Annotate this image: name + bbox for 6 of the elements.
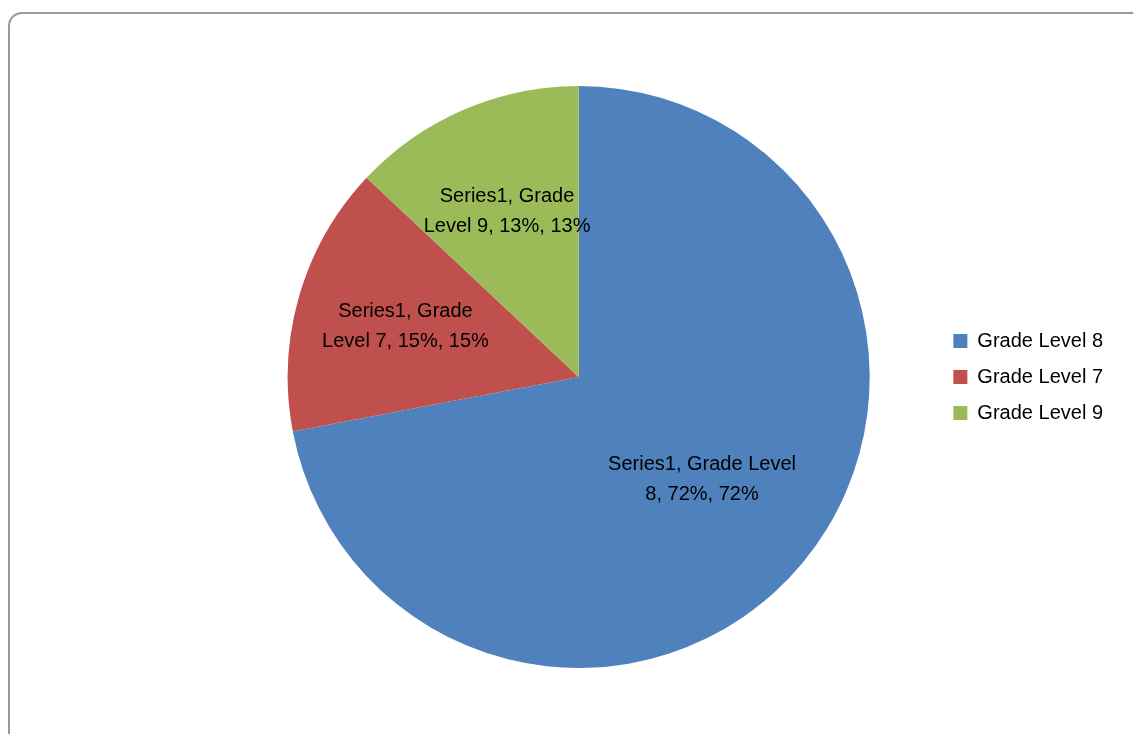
legend-label: Grade Level 8 (977, 328, 1104, 351)
legend-label: Grade Level 7 (977, 364, 1104, 387)
data-label: Series1, Grade Level 9, 13%, 13% (423, 183, 591, 236)
legend-label: Grade Level 9 (977, 400, 1104, 423)
data-label: Series1, Grade Level 7, 15%, 15% (322, 299, 490, 352)
data-label: Series1, Grade Level 8, 72%, 72% (608, 451, 796, 504)
